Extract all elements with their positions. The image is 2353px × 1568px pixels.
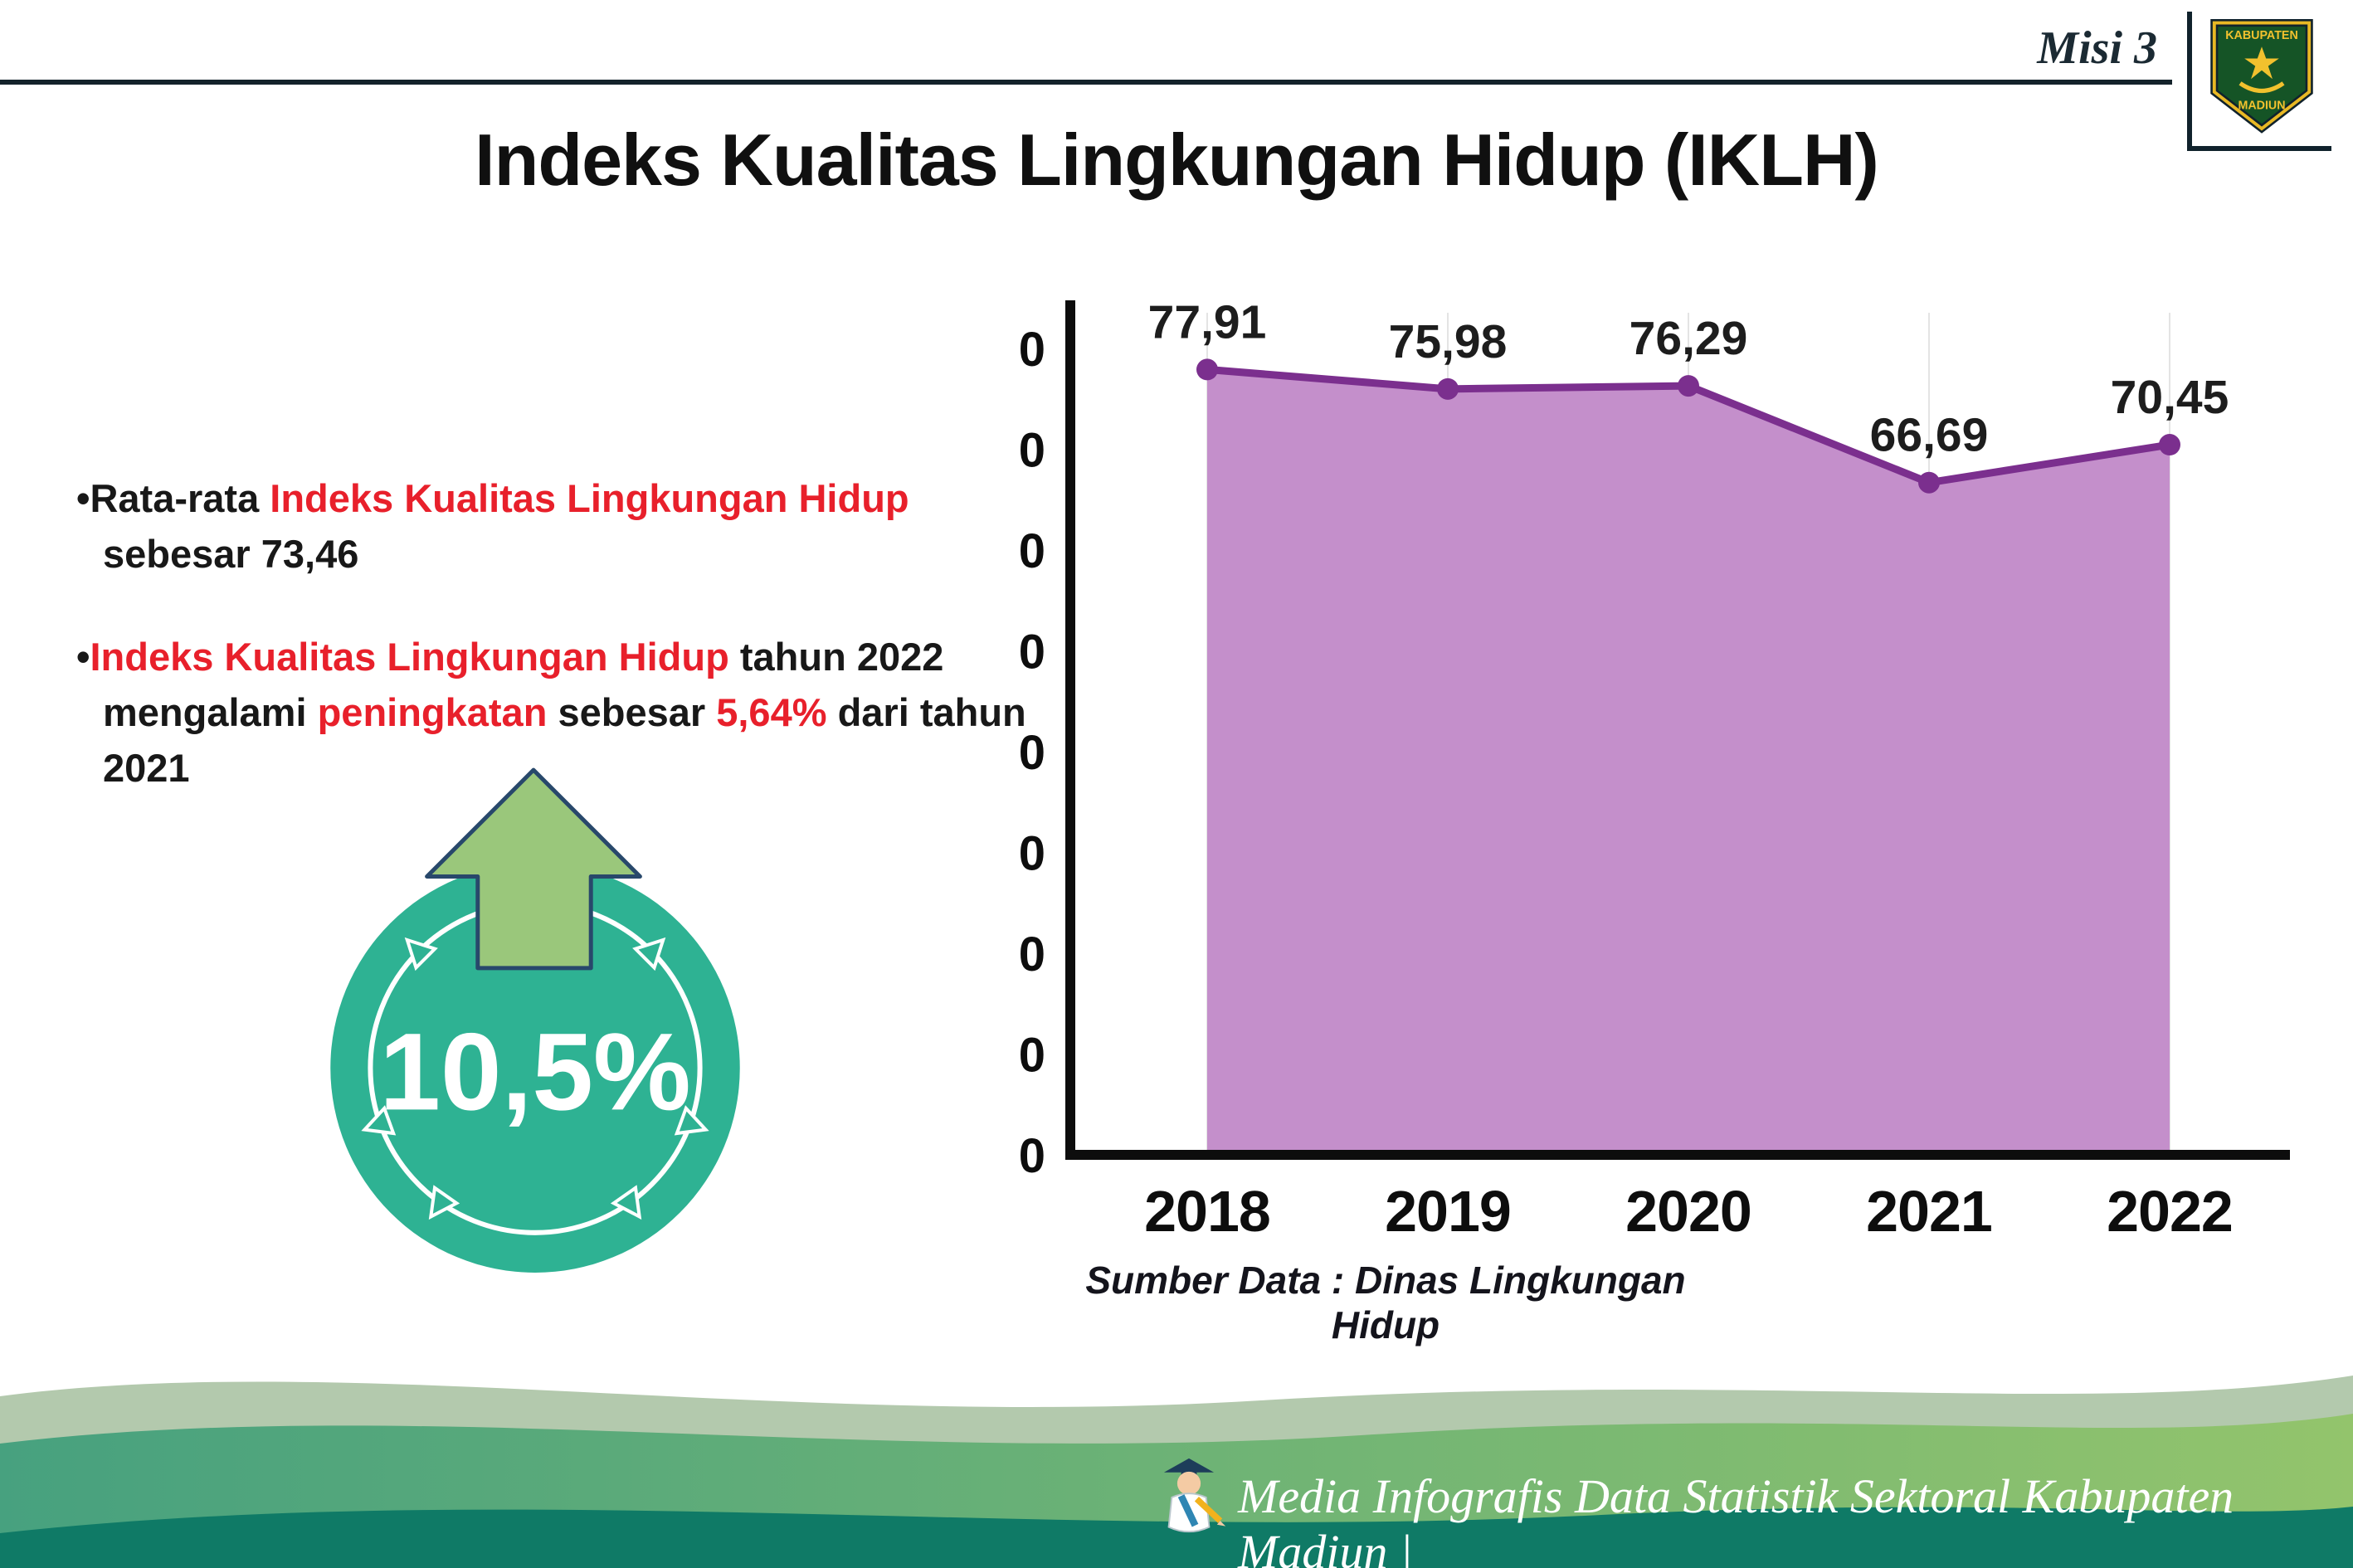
footer-wave-front bbox=[0, 1507, 2353, 1568]
highlight-text: Indeks Kualitas Lingkungan Hidup bbox=[270, 476, 909, 520]
page-title: Indeks Kualitas Lingkungan Hidup (IKLH) bbox=[475, 119, 1879, 201]
svg-text:66,69: 66,69 bbox=[1870, 409, 1989, 462]
svg-text:75,98: 75,98 bbox=[1389, 315, 1508, 368]
svg-text:2022: 2022 bbox=[2107, 1179, 2233, 1244]
bullet-dot: • bbox=[76, 635, 90, 679]
logo-frame: KABUPATEN MADIUN bbox=[2187, 12, 2331, 151]
logo-bottom-text: MADIUN bbox=[2238, 100, 2285, 113]
badge-circle bbox=[330, 863, 740, 1273]
svg-text:80: 80 bbox=[1021, 323, 1045, 377]
badge-ring-ticks bbox=[361, 937, 709, 1220]
footer-credit: Media Infografis Data Statistik Sektoral… bbox=[1238, 1469, 2234, 1568]
text-part: sebesar bbox=[547, 690, 717, 735]
svg-text:2021: 2021 bbox=[1866, 1179, 1992, 1244]
bullet-item-increase: •Indeks Kualitas Lingkungan Hidup tahun … bbox=[76, 630, 1030, 796]
mascot-icon bbox=[1163, 1458, 1226, 1533]
logo-star bbox=[2244, 46, 2279, 80]
highlight-text: peningkatan bbox=[317, 690, 548, 735]
svg-text:76,29: 76,29 bbox=[1630, 312, 1748, 365]
svg-text:50: 50 bbox=[1021, 626, 1045, 679]
bullet-list: •Rata-rata Indeks Kualitas Lingkungan Hi… bbox=[76, 471, 1030, 845]
svg-text:10: 10 bbox=[1021, 1029, 1045, 1083]
footer-wave bbox=[0, 1376, 2353, 1568]
svg-text:0: 0 bbox=[1021, 1129, 1045, 1183]
svg-text:77,91: 77,91 bbox=[1148, 295, 1267, 348]
bullet-item-average: •Rata-rata Indeks Kualitas Lingkungan Hi… bbox=[76, 471, 1030, 582]
svg-text:70: 70 bbox=[1021, 424, 1045, 478]
svg-text:40: 40 bbox=[1021, 726, 1045, 780]
highlight-text: 5,64% bbox=[716, 690, 827, 735]
kabupaten-madiun-logo: KABUPATEN MADIUN bbox=[2210, 19, 2313, 134]
misi-label: Misi 3 bbox=[2037, 22, 2157, 74]
text-part: tahun 2022 mengalami bbox=[103, 635, 944, 735]
iklh-area-chart: 77,91 75,98 76,29 66,69 70,45 0 10 20 30 40 50 60 70… bbox=[1021, 295, 2290, 1244]
text-part: sebesar 73,46 bbox=[103, 531, 359, 576]
svg-text:20: 20 bbox=[1021, 928, 1045, 981]
chart-source-note: Sumber Data : Dinas Lingkungan Hidup bbox=[1085, 1259, 1686, 1346]
svg-text:70,45: 70,45 bbox=[2111, 371, 2229, 424]
badge-value: 10,5% bbox=[379, 1010, 690, 1133]
header-rule bbox=[0, 80, 2172, 85]
text-part: Rata-rata bbox=[90, 476, 270, 520]
svg-text:2020: 2020 bbox=[1625, 1179, 1751, 1244]
highlight-text: Indeks Kualitas Lingkungan Hidup bbox=[90, 635, 729, 679]
svg-text:30: 30 bbox=[1021, 827, 1045, 881]
logo-top-text: KABUPATEN bbox=[2225, 29, 2298, 42]
svg-text:2019: 2019 bbox=[1385, 1179, 1511, 1244]
svg-text:60: 60 bbox=[1021, 524, 1045, 578]
svg-text:2018: 2018 bbox=[1144, 1179, 1270, 1244]
up-arrow-icon bbox=[425, 767, 642, 971]
text-part: dari tahun 2021 bbox=[103, 690, 1026, 790]
increase-badge: 10,5% bbox=[330, 767, 740, 1273]
bullet-dot: • bbox=[76, 476, 90, 520]
